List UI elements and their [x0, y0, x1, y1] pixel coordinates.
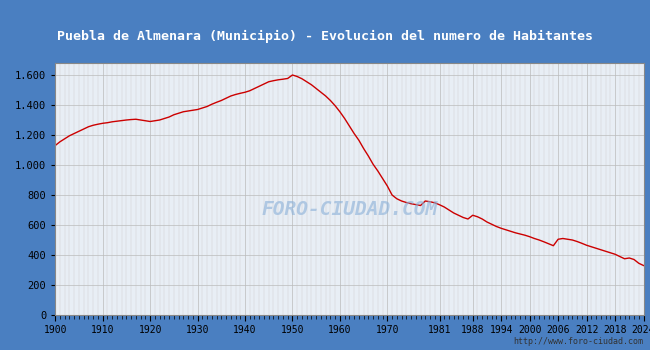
Text: http://www.foro-ciudad.com: http://www.foro-ciudad.com: [514, 337, 644, 346]
Text: Puebla de Almenara (Municipio) - Evolucion del numero de Habitantes: Puebla de Almenara (Municipio) - Evoluci…: [57, 30, 593, 43]
Text: FORO-CIUDAD.COM: FORO-CIUDAD.COM: [261, 199, 437, 219]
